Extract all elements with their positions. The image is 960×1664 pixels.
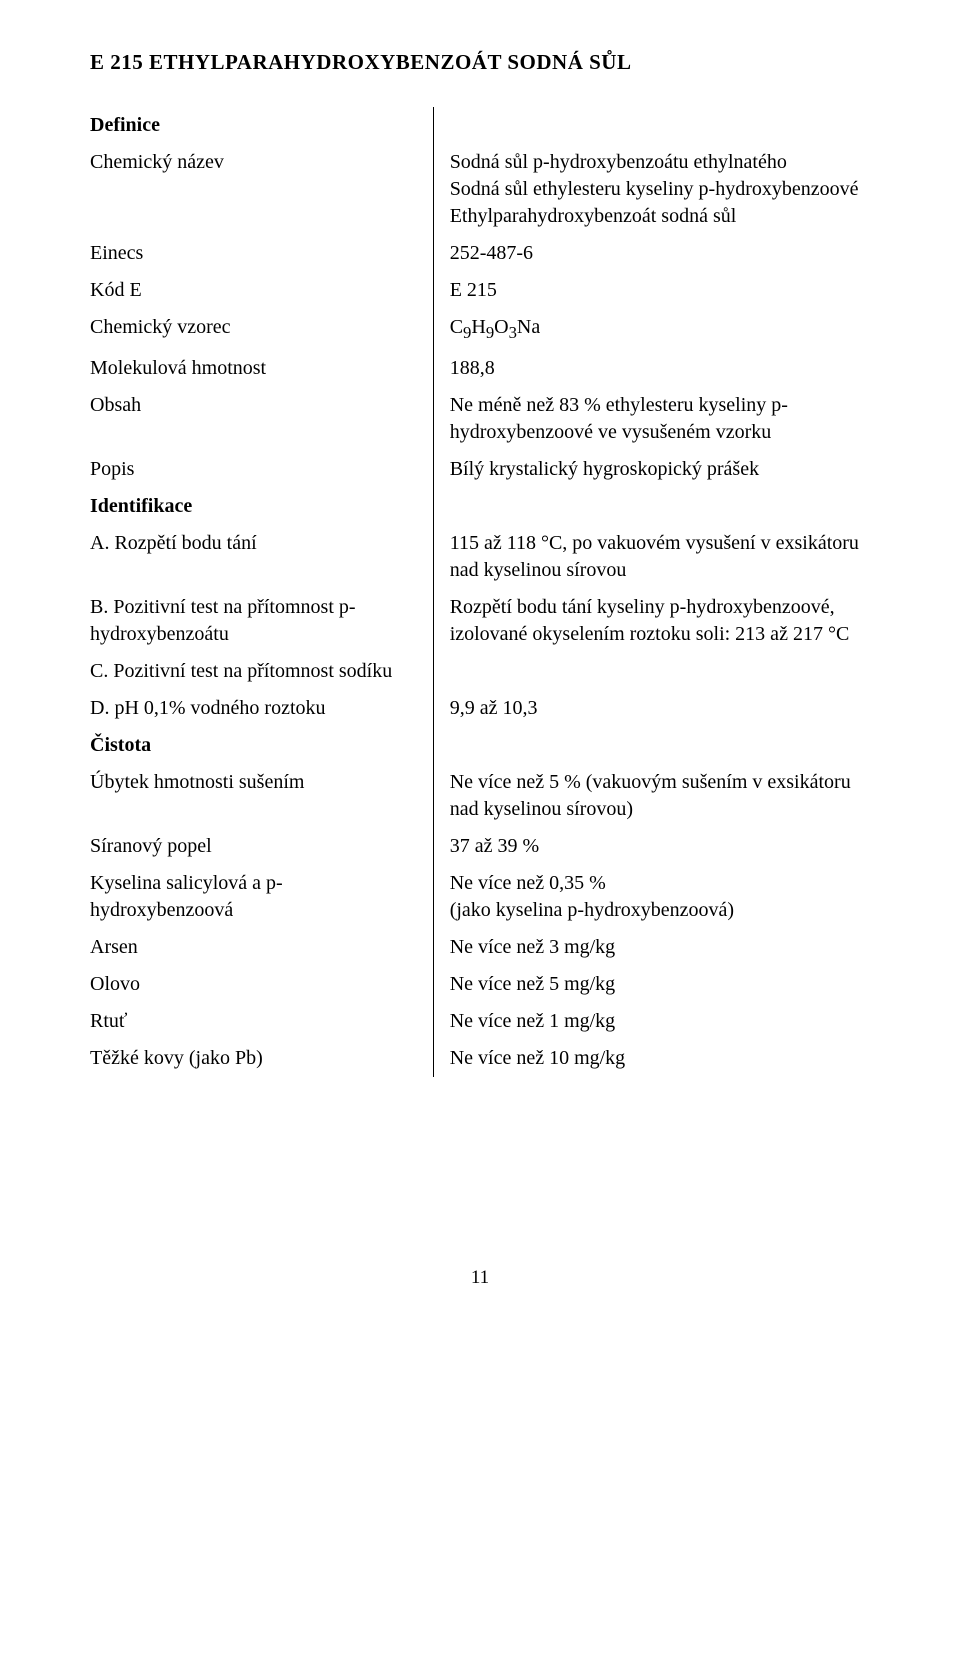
row-label: Síranový popel <box>90 828 433 865</box>
table-row: Kód E E 215 <box>90 272 870 309</box>
table-row: B. Pozitivní test na přítomnost p-hydrox… <box>90 589 870 653</box>
row-label: Kód E <box>90 272 433 309</box>
row-label: B. Pozitivní test na přítomnost p-hydrox… <box>90 589 433 653</box>
row-value: Ne více než 1 mg/kg <box>433 1003 870 1040</box>
row-label: Molekulová hmotnost <box>90 350 433 387</box>
row-value: Rozpětí bodu tání kyseliny p-hydroxybenz… <box>433 589 870 653</box>
row-label: Olovo <box>90 966 433 1003</box>
row-label: A. Rozpětí bodu tání <box>90 525 433 589</box>
table-row: Molekulová hmotnost 188,8 <box>90 350 870 387</box>
table-row: A. Rozpětí bodu tání 115 až 118 °C, po v… <box>90 525 870 589</box>
row-label: C. Pozitivní test na přítomnost sodíku <box>90 653 433 690</box>
page-number: 11 <box>90 1267 870 1289</box>
row-value: Sodná sůl p-hydroxybenzoátu ethylnatéhoS… <box>433 144 870 235</box>
table-row: C. Pozitivní test na přítomnost sodíku <box>90 653 870 690</box>
section-identifikace: Identifikace <box>90 495 192 517</box>
row-value: 252-487-6 <box>433 235 870 272</box>
table-row: Olovo Ne více než 5 mg/kg <box>90 966 870 1003</box>
section-cistota: Čistota <box>90 734 151 756</box>
table-row: Definice <box>90 107 870 144</box>
table-row: Arsen Ne více než 3 mg/kg <box>90 929 870 966</box>
table-row: Těžké kovy (jako Pb) Ne více než 10 mg/k… <box>90 1040 870 1077</box>
row-value: Ne méně než 83 % ethylesteru kyseliny p-… <box>433 387 870 451</box>
table-row: Obsah Ne méně než 83 % ethylesteru kysel… <box>90 387 870 451</box>
table-row: Identifikace <box>90 488 870 525</box>
row-value: Ne více než 5 mg/kg <box>433 966 870 1003</box>
row-value: 9,9 až 10,3 <box>433 690 870 727</box>
table-row: Chemický vzorec C9H9O3Na <box>90 309 870 350</box>
spec-table: Definice Chemický název Sodná sůl p-hydr… <box>90 107 870 1077</box>
row-value: E 215 <box>433 272 870 309</box>
row-label: Chemický název <box>90 144 433 235</box>
row-value: Ne více než 5 % (vakuovým sušením v exsi… <box>433 764 870 828</box>
row-value: 37 až 39 % <box>433 828 870 865</box>
row-value: Ne více než 0,35 %(jako kyselina p-hydro… <box>433 865 870 929</box>
row-value <box>433 653 870 690</box>
row-value: 115 až 118 °C, po vakuovém vysušení v ex… <box>433 525 870 589</box>
row-label: Rtuť <box>90 1003 433 1040</box>
table-row: Kyselina salicylová a p-hydroxybenzoová … <box>90 865 870 929</box>
row-label: Chemický vzorec <box>90 309 433 350</box>
table-row: Rtuť Ne více než 1 mg/kg <box>90 1003 870 1040</box>
row-label: Popis <box>90 451 433 488</box>
row-value: Ne více než 3 mg/kg <box>433 929 870 966</box>
table-row: D. pH 0,1% vodného roztoku 9,9 až 10,3 <box>90 690 870 727</box>
row-label: Arsen <box>90 929 433 966</box>
table-row: Úbytek hmotnosti sušením Ne více než 5 %… <box>90 764 870 828</box>
page-title: E 215 ETHYLPARAHYDROXYBENZOÁT SODNÁ SŮL <box>90 50 870 75</box>
row-label: D. pH 0,1% vodného roztoku <box>90 690 433 727</box>
row-value: Ne více než 10 mg/kg <box>433 1040 870 1077</box>
row-value: Bílý krystalický hygroskopický prášek <box>433 451 870 488</box>
table-row: Popis Bílý krystalický hygroskopický prá… <box>90 451 870 488</box>
row-value: C9H9O3Na <box>433 309 870 350</box>
row-label: Kyselina salicylová a p-hydroxybenzoová <box>90 865 433 929</box>
row-label: Úbytek hmotnosti sušením <box>90 764 433 828</box>
row-label: Obsah <box>90 387 433 451</box>
table-row: Einecs 252-487-6 <box>90 235 870 272</box>
table-row: Chemický název Sodná sůl p-hydroxybenzoá… <box>90 144 870 235</box>
table-row: Čistota <box>90 727 870 764</box>
row-label: Těžké kovy (jako Pb) <box>90 1040 433 1077</box>
table-row: Síranový popel 37 až 39 % <box>90 828 870 865</box>
section-definice: Definice <box>90 114 160 136</box>
row-value: 188,8 <box>433 350 870 387</box>
row-label: Einecs <box>90 235 433 272</box>
